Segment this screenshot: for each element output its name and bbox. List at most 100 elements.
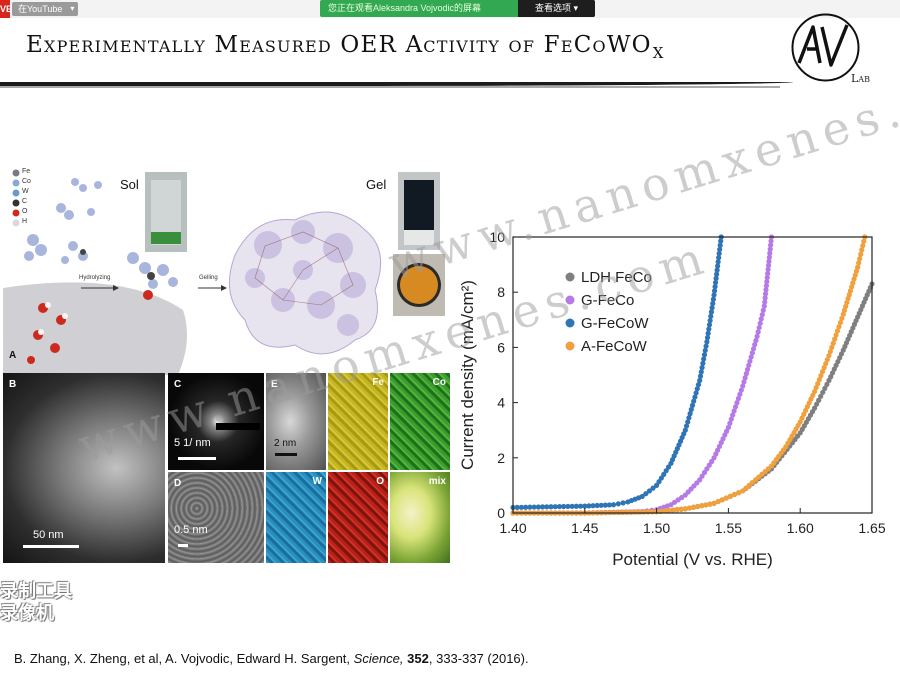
data-point <box>728 416 734 422</box>
data-point <box>852 272 858 278</box>
data-point <box>709 305 715 311</box>
citation-authors: B. Zhang, X. Zheng, et al, A. Vojvodic, … <box>14 651 351 666</box>
data-point <box>824 381 830 388</box>
citation: B. Zhang, X. Zheng, et al, A. Vojvodic, … <box>14 651 529 666</box>
data-point <box>737 391 743 397</box>
data-point <box>577 503 584 509</box>
data-point <box>827 348 833 355</box>
youtube-button[interactable]: 在YouTube ▾ <box>12 2 79 16</box>
data-point <box>813 384 819 391</box>
slide-title: Experimentally Measured OER Activity of … <box>26 32 665 62</box>
data-point <box>851 276 857 282</box>
data-point <box>731 408 737 414</box>
share-notice-pill: 您正在观看Aleksandra Vojvodic的屏幕 查看选项 ▾ <box>320 0 595 17</box>
data-point <box>725 424 731 431</box>
y-tick-label: 8 <box>497 284 505 300</box>
data-point <box>837 319 844 326</box>
gelling-label: Gelling <box>199 275 218 281</box>
scale-e-label: 2 nm <box>274 438 297 449</box>
o-map: O <box>328 472 388 563</box>
data-point <box>829 344 835 350</box>
legend-label: LDH FeCo <box>581 269 652 286</box>
x-tick-label: 1.50 <box>643 520 670 536</box>
viewing-notice: 您正在观看Aleksandra Vojvodic的屏幕 <box>328 3 482 13</box>
x-axis-label: Potential (V vs. RHE) <box>612 550 773 569</box>
x-tick-label: 1.60 <box>787 520 814 536</box>
data-point <box>620 500 626 506</box>
data-point <box>586 503 592 509</box>
x-tick-label: 1.45 <box>571 520 598 536</box>
data-point <box>706 326 712 332</box>
data-point <box>691 398 697 404</box>
data-point <box>811 405 818 411</box>
data-point <box>821 365 827 371</box>
data-point <box>689 402 696 408</box>
data-point <box>740 383 746 389</box>
data-point <box>650 485 656 491</box>
data-point <box>706 322 713 328</box>
data-point <box>709 458 715 465</box>
y-tick-label: 2 <box>497 450 505 466</box>
series-ldh-feco <box>510 281 875 516</box>
data-point <box>752 342 758 348</box>
data-point <box>847 288 854 294</box>
data-point <box>527 504 533 510</box>
scale-c-label: 5 1/ nm <box>174 437 211 449</box>
gel-label: Gel <box>366 177 387 192</box>
data-point <box>590 503 596 509</box>
citation-volume: 352 <box>407 651 429 666</box>
legend-dot-h <box>12 219 20 227</box>
legend-label-co: Co <box>22 178 31 185</box>
chart-svg: 1.40 1.45 1.50 1.55 1.60 1.65 0 2 4 6 8 10 Potential… <box>458 229 886 569</box>
view-options-button[interactable]: 查看选项 ▾ <box>518 0 595 17</box>
data-point <box>704 339 710 345</box>
data-point <box>663 468 669 474</box>
data-point <box>767 246 773 252</box>
data-point <box>738 387 744 393</box>
data-point <box>646 488 653 494</box>
data-point <box>569 503 575 509</box>
data-point <box>678 506 684 512</box>
data-point <box>514 504 520 510</box>
data-point <box>716 250 722 257</box>
data-point <box>750 346 757 352</box>
data-point <box>764 279 770 285</box>
data-point <box>598 502 604 508</box>
data-point <box>833 332 839 338</box>
data-point <box>682 506 688 512</box>
panel-d-label: D <box>174 478 182 489</box>
data-point <box>697 377 703 384</box>
data-point <box>762 299 768 305</box>
data-point <box>552 504 558 510</box>
data-point <box>855 264 861 270</box>
data-point <box>765 266 771 273</box>
data-point <box>670 507 676 513</box>
data-point <box>841 307 848 313</box>
data-point <box>819 369 826 375</box>
data-point <box>715 498 721 505</box>
y-tick-label: 4 <box>497 395 505 411</box>
data-point <box>816 397 822 403</box>
data-point <box>761 303 767 309</box>
av-lab-logo <box>791 13 860 82</box>
data-point <box>582 503 588 509</box>
data-point <box>763 283 770 289</box>
data-point <box>763 287 769 293</box>
sol-label: Sol <box>120 177 139 192</box>
data-point <box>859 247 865 253</box>
data-point <box>665 464 672 470</box>
data-point <box>523 504 529 510</box>
legend-label: A-FeCoW <box>581 338 648 355</box>
data-point <box>759 312 765 318</box>
x-tick-label: 1.65 <box>858 520 885 536</box>
co-map: Co <box>390 373 450 470</box>
data-point <box>818 373 824 379</box>
data-point <box>674 507 680 513</box>
citation-pages: , 333-337 (2016). <box>428 651 529 666</box>
data-point <box>711 500 717 506</box>
panel-d-hrtem-image: D 0.5 nm <box>168 472 264 563</box>
legend-marker <box>565 295 575 305</box>
data-point <box>699 473 705 479</box>
mix-map: mix <box>390 472 450 563</box>
title-underline <box>0 82 793 86</box>
